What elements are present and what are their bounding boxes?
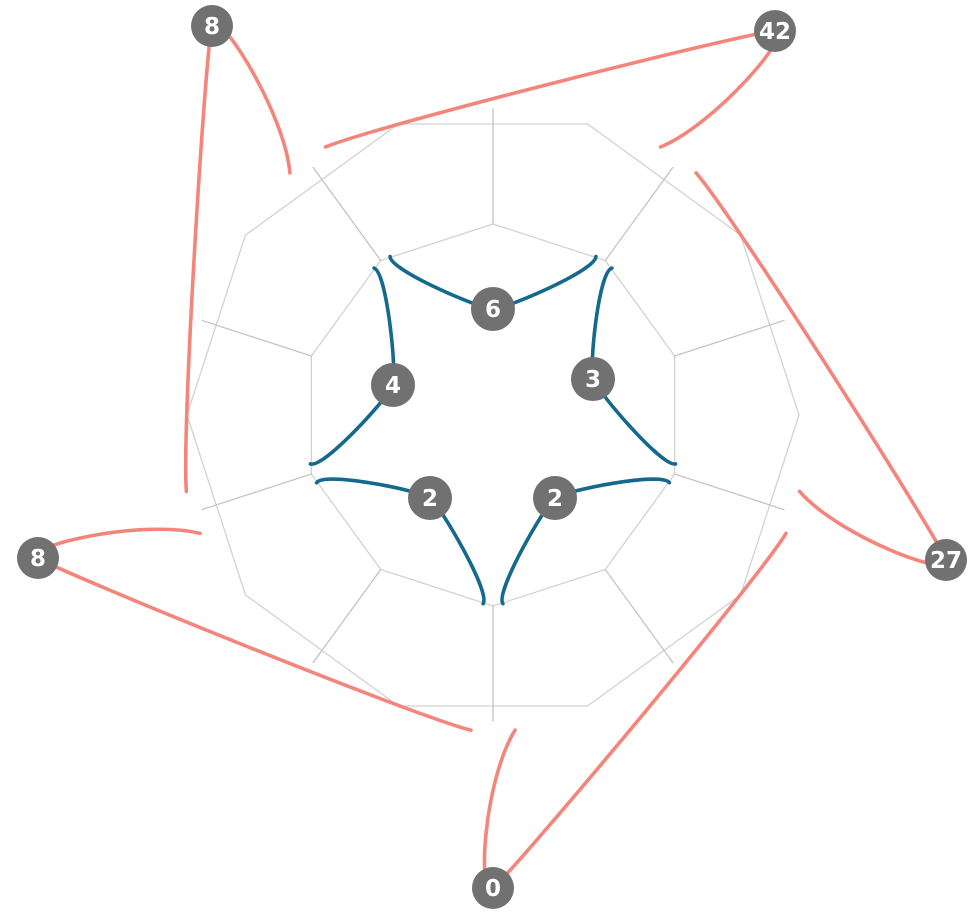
outer-badge-bottom-value: 0 [485, 876, 501, 902]
outer-badge-top-right: 42 [754, 10, 796, 52]
inner-badge-bottom-left: 2 [408, 476, 452, 520]
frame-inner-edge [310, 259, 382, 357]
outer-badge-left: 8 [17, 537, 59, 579]
inner-badge-left-value: 4 [385, 373, 401, 399]
inner-badge-bottom-right-value: 2 [547, 486, 563, 512]
inner-badge-bottom-left-value: 2 [422, 486, 438, 512]
outer-badge-top-right-value: 42 [759, 19, 791, 45]
frame-spoke [201, 319, 312, 357]
inner-bracket [314, 477, 486, 606]
inner-badge-right-value: 3 [585, 367, 601, 393]
decagon-frame [186, 108, 800, 722]
outer-badge-bottom: 0 [472, 867, 514, 909]
outer-bracket [482, 531, 788, 891]
frame-spoke [604, 166, 674, 262]
outer-bracket [694, 171, 948, 567]
frame-spoke [201, 473, 312, 511]
outer-badge-right-value: 27 [930, 548, 962, 574]
frame-inner-edge [492, 568, 606, 607]
frame-spoke [312, 568, 382, 664]
inner-badge-bottom-right: 2 [533, 476, 577, 520]
frame-spoke [604, 568, 674, 664]
inner-badge-right: 3 [571, 357, 615, 401]
outer-bracket [323, 29, 780, 149]
inner-badges: 6 3 2 2 4 [371, 287, 615, 520]
frame-inner-edge [492, 223, 606, 262]
outer-badge-top-left-value: 8 [204, 14, 220, 40]
outer-badges: 8 42 27 0 8 [17, 5, 967, 909]
outer-brackets [34, 21, 948, 891]
frame-spoke [674, 473, 785, 511]
inner-badge-top-value: 6 [485, 297, 501, 323]
frame-inner-edge [604, 473, 676, 571]
inner-bracket [500, 477, 672, 606]
frame-inner-edge [380, 223, 494, 262]
outer-badge-right: 27 [925, 539, 967, 581]
frame-inner-edge [604, 259, 676, 357]
outer-badge-top-left: 8 [191, 5, 233, 47]
outer-bracket [34, 527, 473, 732]
frame-inner-edge [380, 568, 494, 607]
frame-inner-edge [310, 473, 382, 571]
frame-spoke [674, 319, 785, 357]
outer-badge-left-value: 8 [30, 546, 46, 572]
inner-badge-top: 6 [471, 287, 515, 331]
frame-spoke [312, 166, 382, 262]
inner-badge-left: 4 [371, 363, 415, 407]
inner-bracket [308, 266, 396, 466]
